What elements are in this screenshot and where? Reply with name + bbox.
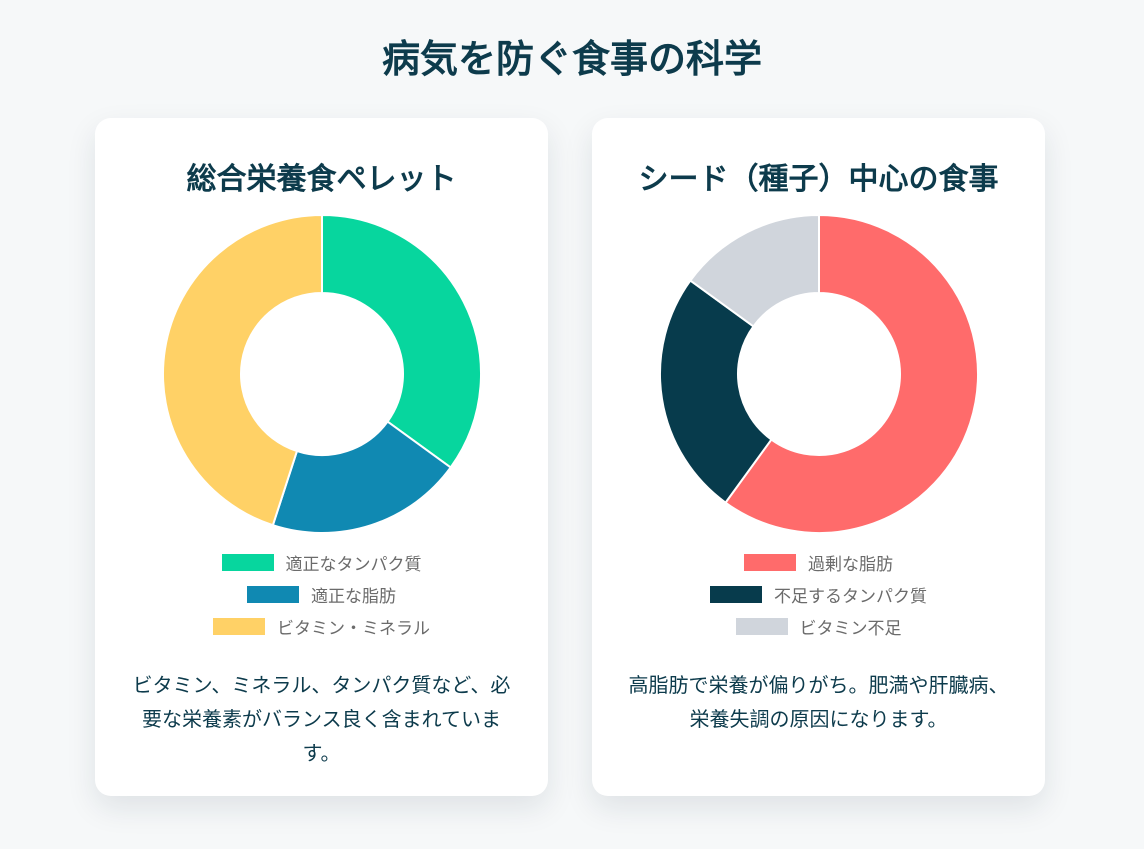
legend-label: 過剰な脂肪 bbox=[808, 554, 893, 575]
card-title: シード（種子）中心の食事 bbox=[638, 162, 999, 197]
chart-legend: 適正なタンパク質 適正な脂肪 ビタミン・ミネラル bbox=[95, 546, 548, 642]
legend-label: ビタミン不足 bbox=[799, 618, 902, 639]
donut-slice[interactable] bbox=[271, 420, 453, 534]
legend-swatch bbox=[247, 585, 299, 603]
donut-slice[interactable] bbox=[724, 213, 979, 534]
legend-swatch bbox=[710, 585, 762, 603]
legend-swatch bbox=[213, 617, 265, 635]
legend-swatch bbox=[735, 617, 788, 635]
donut-slice[interactable] bbox=[162, 213, 323, 527]
legend-item[interactable]: 不足するタンパク質 bbox=[592, 578, 1045, 610]
card-description: ビタミン、ミネラル、タンパク質など、必要な栄養素がバランス良く含まれています。 bbox=[132, 673, 511, 765]
legend-item[interactable]: 適正な脂肪 bbox=[95, 578, 548, 610]
seed-diet-card: シード（種子）中心の食事 過剰な脂肪 不足するタンパク質 ビタミン不足 高脂肪で… bbox=[592, 118, 1045, 796]
legend-label: 適正なタンパク質 bbox=[285, 554, 422, 575]
legend-item[interactable]: ビタミン不足 bbox=[592, 610, 1045, 642]
donut-slice[interactable] bbox=[659, 279, 773, 505]
legend-item[interactable]: 適正なタンパク質 bbox=[95, 546, 548, 578]
donut-chart bbox=[162, 213, 482, 534]
donut-chart bbox=[659, 213, 979, 534]
card-title: 総合栄養食ペレット bbox=[186, 162, 457, 197]
donut-slice[interactable] bbox=[321, 213, 482, 469]
legend-swatch bbox=[744, 553, 796, 571]
page-title: 病気を防ぐ食事の科学 bbox=[381, 37, 762, 81]
legend-swatch bbox=[221, 553, 274, 571]
donut-slice[interactable] bbox=[688, 213, 820, 328]
legend-label: 適正な脂肪 bbox=[311, 586, 396, 607]
pellet-diet-card: 総合栄養食ペレット 適正なタンパク質 適正な脂肪 ビタミン・ミネラル ビタミン、… bbox=[95, 118, 548, 796]
card-description: 高脂肪で栄養が偏りがち。肥満や肝臓病、栄養失調の原因になります。 bbox=[628, 673, 1009, 731]
legend-label: ビタミン・ミネラル bbox=[277, 618, 430, 639]
chart-legend: 過剰な脂肪 不足するタンパク質 ビタミン不足 bbox=[592, 546, 1045, 642]
legend-item[interactable]: ビタミン・ミネラル bbox=[95, 610, 548, 642]
legend-item[interactable]: 過剰な脂肪 bbox=[592, 546, 1045, 578]
legend-label: 不足するタンパク質 bbox=[774, 586, 927, 607]
